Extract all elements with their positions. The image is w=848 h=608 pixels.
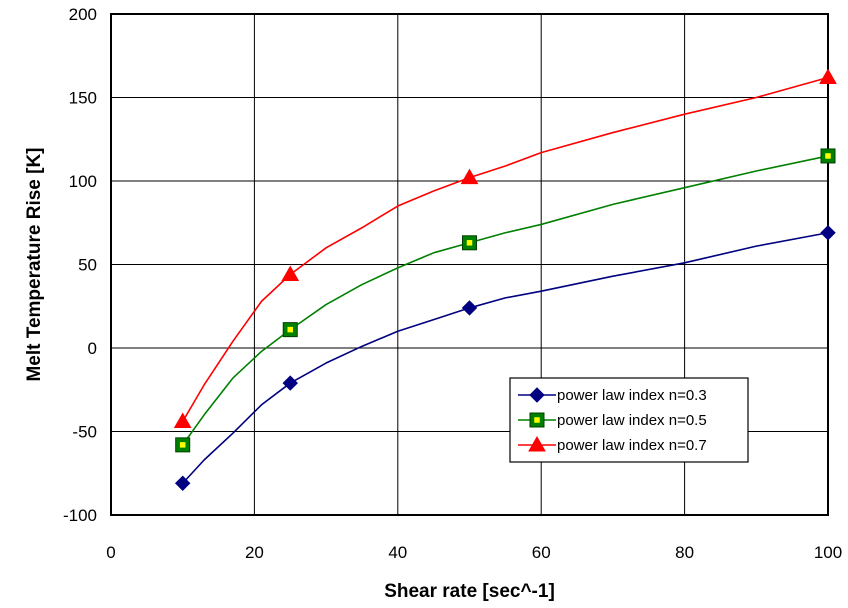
- marker-square-inner: [286, 325, 295, 334]
- y-tick-label: -50: [72, 423, 97, 442]
- marker-square-inner: [465, 238, 474, 248]
- series-2: [175, 148, 836, 453]
- legend-label: power law index n=0.3: [557, 387, 707, 404]
- y-tick-label: -100: [63, 506, 97, 525]
- marker-square-inner: [532, 415, 542, 425]
- data-point-diamond: [282, 375, 298, 391]
- series-line: [182, 231, 829, 484]
- x-tick-label: 100: [814, 543, 842, 562]
- legend-label: power law index n=0.7: [557, 437, 707, 454]
- legend-item-1: power law index n=0.3: [518, 387, 707, 404]
- y-tick-labels: -100 -50 0 50 100 150 200: [63, 5, 97, 525]
- data-point-diamond: [461, 300, 478, 316]
- data-point-square: [462, 235, 477, 251]
- legend: power law index n=0.3 power law index n=0…: [509, 377, 749, 463]
- series-line: [182, 76, 829, 422]
- gridlines: [111, 14, 828, 515]
- data-point-triangle: [173, 412, 192, 428]
- x-tick-label: 60: [532, 543, 551, 562]
- x-tick-label: 0: [106, 543, 115, 562]
- x-tick-labels: 0 20 40 60 80 100: [106, 543, 842, 562]
- data-point-diamond: [820, 225, 836, 241]
- y-axis-title: Melt Temperature Rise [K]: [24, 147, 45, 381]
- y-tick-label: 50: [78, 256, 97, 275]
- marker-square-inner: [178, 440, 187, 450]
- x-axis-title: Shear rate [sec^-1]: [384, 581, 555, 602]
- data-point-triangle: [460, 168, 479, 185]
- data-point-triangle: [281, 265, 300, 282]
- y-tick-label: 150: [69, 89, 97, 108]
- y-tick-label: 0: [88, 339, 97, 358]
- data-point-diamond: [174, 475, 191, 491]
- x-tick-label: 80: [675, 543, 694, 562]
- legend-label: power law index n=0.5: [557, 412, 707, 429]
- legend-marker-diamond: [529, 387, 545, 403]
- y-tick-label: 200: [69, 5, 97, 24]
- y-tick-label: 100: [69, 172, 97, 191]
- marker-square-inner: [823, 151, 833, 161]
- legend-marker-square: [529, 412, 545, 428]
- x-tick-label: 20: [245, 543, 264, 562]
- series-line: [182, 155, 829, 446]
- series-3: [173, 68, 837, 428]
- series-layer: [173, 68, 837, 491]
- data-point-square: [175, 437, 191, 453]
- data-point-square: [282, 322, 298, 338]
- plot-area-frame: [110, 13, 829, 516]
- legend-item-2: power law index n=0.5: [518, 412, 707, 429]
- data-point-square: [820, 148, 836, 164]
- legend-marker-triangle: [528, 435, 546, 452]
- data-point-triangle: [819, 68, 837, 84]
- series-1: [174, 225, 836, 491]
- legend-item-3: power law index n=0.7: [518, 435, 707, 454]
- x-tick-label: 40: [388, 543, 407, 562]
